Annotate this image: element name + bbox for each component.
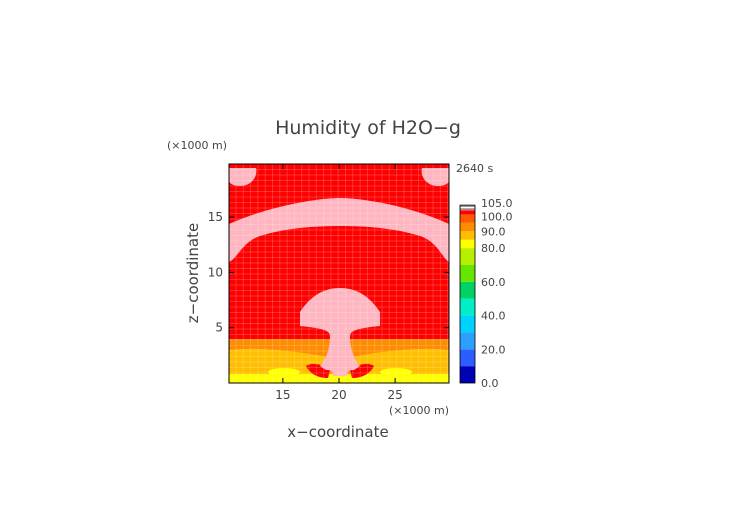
colorbar-label: 100.0 xyxy=(481,210,513,223)
colorbar-swatch xyxy=(460,332,475,350)
colorbar-label: 90.0 xyxy=(481,225,506,238)
y-tick-label: 5 xyxy=(215,321,223,335)
colorbar-label: 0.0 xyxy=(481,377,499,390)
cell-grid xyxy=(229,164,449,383)
field-surface-patch-left xyxy=(268,368,300,376)
chart-title: Humidity of H2O−g xyxy=(275,117,461,139)
colorbar-swatch xyxy=(460,298,475,316)
colorbar-label: 80.0 xyxy=(481,242,506,255)
z-unit-label: (×1000 m) xyxy=(167,139,227,152)
y-tick-label: 15 xyxy=(208,210,223,224)
field-cloud-corner-left xyxy=(229,168,257,186)
time-label: 2640 s xyxy=(456,162,493,175)
colorbar-label: 105.0 xyxy=(481,197,513,210)
x-tick-label: 20 xyxy=(331,388,346,402)
y-axis-label: z−coordinate xyxy=(184,223,202,323)
colorbar-swatch xyxy=(460,239,475,249)
colorbar-label: 20.0 xyxy=(481,343,506,356)
y-tick-label: 10 xyxy=(208,265,223,279)
x-axis-label: x−coordinate xyxy=(287,423,388,441)
colorbar-frame xyxy=(459,205,476,384)
heatmap-area xyxy=(228,163,450,384)
colorbar-swatch xyxy=(460,349,475,367)
axes: 15 20 25 5 10 15 xyxy=(208,164,449,402)
colorbar-swatch xyxy=(460,222,475,232)
field-upper-cloud-arc xyxy=(229,198,449,262)
colorbar-swatch xyxy=(460,265,475,282)
field-cloud-corner-right xyxy=(421,168,449,186)
colorbar-swatch xyxy=(460,210,475,215)
x-tick-label: 25 xyxy=(387,388,402,402)
colorbar-swatch xyxy=(460,231,475,240)
colorbar-swatch xyxy=(460,248,475,265)
colorbar-label: 60.0 xyxy=(481,276,506,289)
x-tick-label: 15 xyxy=(275,388,290,402)
field-surface-patch-right xyxy=(380,368,412,376)
colorbar-swatch xyxy=(460,315,475,333)
colorbar-swatch xyxy=(460,366,475,383)
colorbar-label: 40.0 xyxy=(481,310,506,323)
colorbar-swatch xyxy=(460,281,475,299)
x-unit-label: (×1000 m) xyxy=(389,404,449,417)
colorbar-swatch xyxy=(460,214,475,223)
field-convective-plume xyxy=(300,288,380,376)
